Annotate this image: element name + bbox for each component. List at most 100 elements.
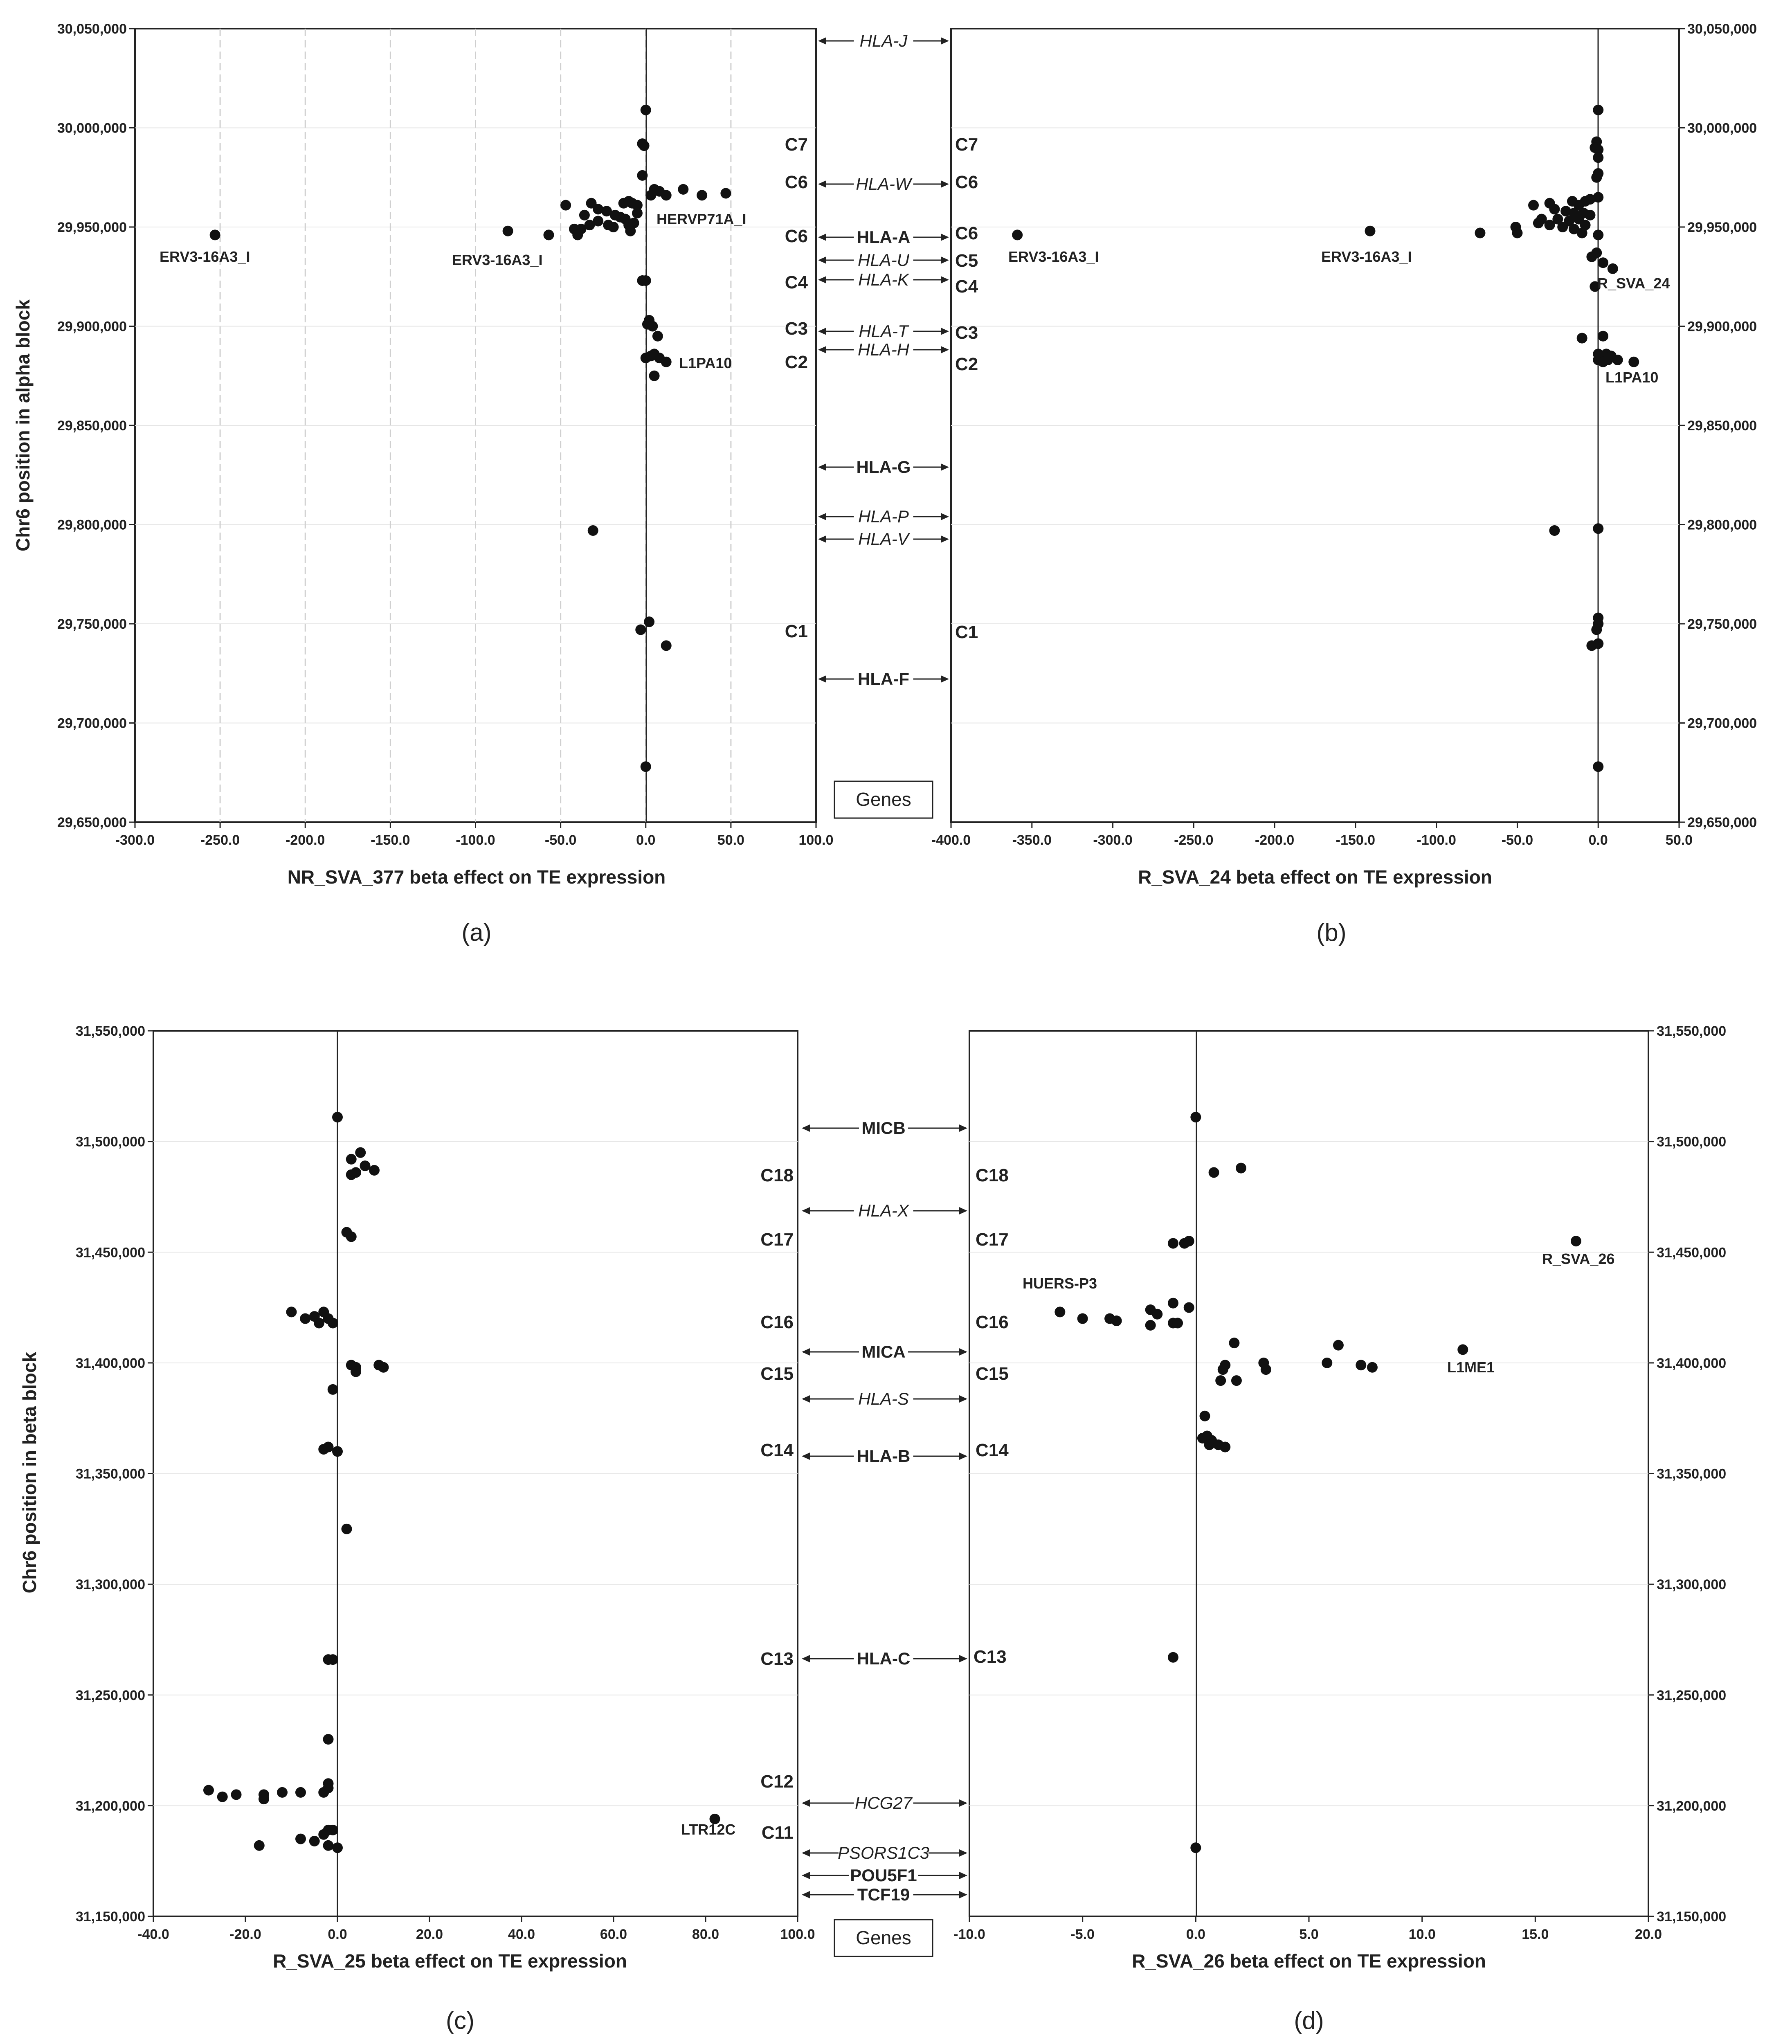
x-tick-label: -300.0	[1093, 832, 1132, 848]
x-tick-label: -150.0	[371, 832, 410, 848]
data-point	[1111, 1315, 1122, 1327]
gene-label-bg	[859, 1117, 908, 1137]
data-point	[1607, 263, 1618, 274]
panel-c-cluster-label: C16	[760, 1312, 794, 1332]
data-point	[1560, 206, 1572, 217]
panel-b-annotation: L1PA10	[1605, 369, 1658, 386]
gene-label: HLA-X	[858, 1201, 910, 1220]
data-point	[323, 1734, 334, 1745]
gene-label-bg	[854, 173, 913, 193]
data-point	[259, 1794, 269, 1805]
gene-label: TCF19	[857, 1885, 910, 1904]
data-point	[286, 1306, 297, 1318]
data-point	[209, 229, 220, 241]
x-tick-label: -40.0	[137, 1927, 169, 1942]
data-point	[1168, 1652, 1178, 1663]
x-tick-label: -10.0	[953, 1927, 985, 1942]
panel-a: 29,650,000 29,700,000 29,750,000 29,800,000…	[12, 21, 834, 946]
panel-d-annotation: R_SVA_26	[1542, 1250, 1614, 1267]
gene-label: HLA-F	[858, 669, 909, 688]
gene-label-bg	[854, 528, 913, 548]
data-point	[1208, 1167, 1219, 1178]
gene-label: MICA	[861, 1342, 905, 1361]
data-point	[593, 216, 604, 227]
data-point	[1012, 229, 1023, 241]
y-tick-label: 29,650,000	[1687, 815, 1757, 830]
panel-d-x-ticks: -10.0 -5.0 0.0 5.0 10.0 15.0 20.0	[953, 1916, 1662, 1942]
data-point	[1168, 1297, 1178, 1309]
panel-d-cluster-label: C13	[974, 1647, 1007, 1667]
panel-d-x-axis-label: R_SVA_26 beta effect on TE expression	[1132, 1950, 1486, 1972]
data-point	[1576, 333, 1587, 344]
x-tick-label: 50.0	[717, 832, 744, 848]
panel-b-x-ticks: -400.0 -350.0 -300.0 -250.0 -200.0 -150.0 -100…	[931, 822, 1693, 848]
data-point	[1475, 227, 1486, 238]
y-tick-label: 29,700,000	[57, 716, 127, 731]
data-point	[1593, 144, 1604, 155]
data-point	[1168, 1238, 1178, 1249]
data-point	[318, 1829, 329, 1840]
gene-label: HLA-G	[857, 457, 911, 477]
x-tick-label: 5.0	[1299, 1927, 1318, 1942]
data-point	[323, 1441, 334, 1453]
data-point	[640, 761, 651, 772]
panel-a-cluster-label: C1	[785, 621, 808, 641]
y-tick-label: 29,800,000	[1687, 517, 1757, 533]
x-tick-label: 0.0	[1186, 1927, 1205, 1942]
data-point	[560, 200, 571, 211]
data-point	[1231, 1375, 1242, 1386]
gene-label: HLA-C	[857, 1649, 911, 1668]
panel-b-cluster-label: C4	[955, 277, 978, 297]
gene-label-bg	[854, 1387, 913, 1408]
data-point	[300, 1313, 311, 1324]
data-point	[1568, 223, 1579, 234]
data-point	[203, 1785, 214, 1796]
data-point	[277, 1787, 288, 1798]
y-tick-label: 31,500,000	[1657, 1134, 1726, 1150]
y-tick-label: 29,800,000	[57, 517, 127, 533]
y-tick-label: 30,000,000	[57, 121, 127, 136]
data-point	[1628, 356, 1639, 367]
panel-a-cluster-label: C3	[785, 319, 808, 339]
data-point	[309, 1835, 320, 1846]
panel-b-annotation: ERV3-16A3_I	[1321, 248, 1412, 265]
panel-d-annotation: L1ME1	[1447, 1359, 1495, 1376]
x-tick-label: -400.0	[931, 832, 971, 848]
data-point	[346, 1231, 357, 1242]
gene-label: HLA-V	[858, 529, 911, 549]
panel-c-cluster-label: C12	[760, 1772, 794, 1792]
data-point	[1586, 640, 1597, 651]
gene-label: HLA-T	[859, 322, 910, 341]
y-tick-label: 31,300,000	[76, 1577, 145, 1592]
data-point	[640, 104, 651, 115]
data-point	[332, 1842, 343, 1853]
data-point	[341, 1523, 352, 1534]
genes-box-top-label: Genes	[856, 789, 911, 810]
data-point	[1557, 222, 1568, 232]
data-point	[355, 1147, 366, 1158]
data-point	[678, 184, 689, 195]
panel-b-cluster-label: C1	[955, 622, 978, 642]
y-tick-label: 31,150,000	[1657, 1909, 1726, 1925]
data-point	[635, 624, 646, 635]
panel-b-cluster-label: C6	[955, 172, 978, 192]
panel-c-y-ticks: 31,150,000 31,200,000 31,250,000 31,300,000…	[76, 1023, 153, 1925]
x-tick-label: 10.0	[1409, 1927, 1436, 1942]
panel-a-subfigure-label: (a)	[461, 919, 491, 946]
data-point	[608, 222, 619, 232]
data-point	[1220, 1441, 1231, 1453]
panel-b: 29,650,000 29,700,000 29,750,000 29,800,000…	[931, 21, 1757, 946]
y-tick-label: 29,950,000	[57, 220, 127, 235]
panel-d-cluster-label: C15	[976, 1364, 1009, 1384]
data-point	[572, 229, 583, 241]
y-tick-label: 29,850,000	[1687, 418, 1757, 434]
y-tick-label: 31,500,000	[76, 1134, 145, 1150]
data-point	[628, 218, 639, 229]
gene-label: HLA-J	[860, 31, 908, 50]
gene-label: HLA-K	[858, 270, 910, 289]
panel-b-cluster-label: C6	[955, 223, 978, 243]
data-point	[1549, 204, 1560, 215]
panel-c-subfigure-label: (c)	[446, 2007, 474, 2034]
data-point	[332, 1112, 343, 1123]
